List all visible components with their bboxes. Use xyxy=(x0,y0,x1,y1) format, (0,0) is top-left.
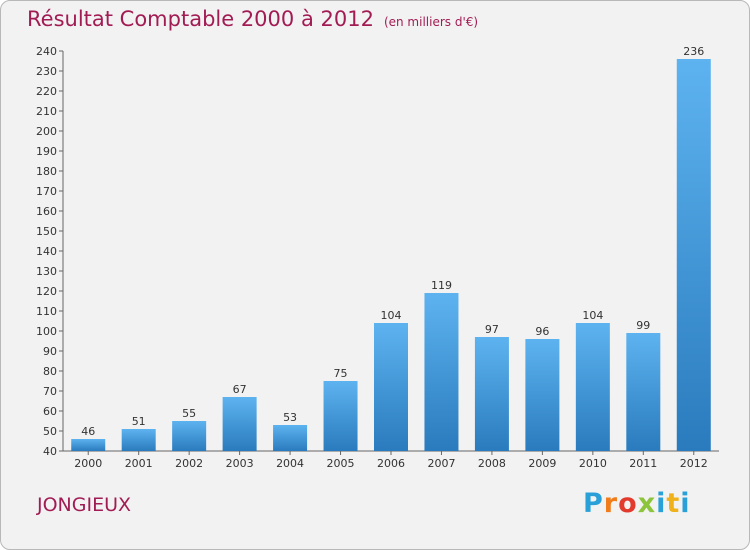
bar-2006 xyxy=(374,323,408,451)
data-label-2008: 97 xyxy=(485,323,499,336)
y-tick-label: 80 xyxy=(43,365,57,378)
y-axis: 40 50 60 70 80 90 100 110 120 130 140 150 160 170 180 1… xyxy=(36,45,64,458)
x-tick-label-2012: 2012 xyxy=(680,457,708,470)
y-tick-label: 210 xyxy=(36,105,57,118)
x-tick-label-2009: 2009 xyxy=(528,457,556,470)
bar-2008 xyxy=(474,337,509,451)
bar-2000 xyxy=(71,439,106,451)
chart-title: Résultat Comptable 2000 à 2012 (en millie… xyxy=(27,7,478,31)
data-label-2003: 67 xyxy=(233,383,247,396)
y-tick-label: 110 xyxy=(36,305,57,318)
y-tick-label: 120 xyxy=(36,285,57,298)
x-tick-label-2007: 2007 xyxy=(427,457,455,470)
chart-title-text: Résultat Comptable 2000 à 2012 xyxy=(27,7,374,31)
commune-name: JONGIEUX xyxy=(37,494,132,516)
y-tick-label: 170 xyxy=(36,185,57,198)
x-tick-label-2001: 2001 xyxy=(125,457,153,470)
x-axis: 2000 2001 2002 2003 2004 2005 2006 2007 2008 2009… xyxy=(63,450,719,470)
bar-2012 xyxy=(676,59,711,451)
data-labels: 46 51 55 67 53 75 104 119 97 96 104 99 236 xyxy=(81,45,704,438)
x-tick-label-2000: 2000 xyxy=(74,457,102,470)
y-tick-label: 70 xyxy=(43,385,57,398)
y-tick-label: 230 xyxy=(36,65,57,78)
y-tick-label: 180 xyxy=(36,165,57,178)
bar-series xyxy=(71,59,711,451)
y-tick-label: 40 xyxy=(43,445,57,458)
data-label-2010: 104 xyxy=(582,309,603,322)
data-label-2005: 75 xyxy=(334,367,348,380)
bar-2003 xyxy=(222,397,257,451)
y-tick-label: 130 xyxy=(36,265,57,278)
data-label-2011: 99 xyxy=(636,319,650,332)
data-label-2000: 46 xyxy=(81,425,95,438)
bar-2001 xyxy=(121,429,156,451)
y-tick-label: 190 xyxy=(36,145,57,158)
x-tick-label-2011: 2011 xyxy=(629,457,657,470)
bar-2004 xyxy=(273,425,308,451)
y-tick-label: 140 xyxy=(36,245,57,258)
bar-2009 xyxy=(525,339,560,451)
bar-2011 xyxy=(626,333,661,451)
x-tick-label-2005: 2005 xyxy=(327,457,355,470)
y-tick-label: 150 xyxy=(36,225,57,238)
data-label-2001: 51 xyxy=(132,415,146,428)
data-label-2009: 96 xyxy=(535,325,549,338)
x-tick-label-2003: 2003 xyxy=(226,457,254,470)
y-tick-label: 220 xyxy=(36,85,57,98)
y-tick-label: 60 xyxy=(43,405,57,418)
y-tick-label: 50 xyxy=(43,425,57,438)
y-tick-label: 100 xyxy=(36,325,57,338)
x-tick-label-2008: 2008 xyxy=(478,457,506,470)
y-tick-label: 200 xyxy=(36,125,57,138)
data-label-2007: 119 xyxy=(431,279,452,292)
y-tick-label: 160 xyxy=(36,205,57,218)
x-tick-label-2010: 2010 xyxy=(579,457,607,470)
bar-2010 xyxy=(575,323,610,451)
x-tick-label-2004: 2004 xyxy=(276,457,304,470)
bar-2007 xyxy=(424,293,459,451)
proxiti-logo: Proxiti xyxy=(583,488,691,519)
data-label-2004: 53 xyxy=(283,411,297,424)
x-tick-label-2002: 2002 xyxy=(175,457,203,470)
bar-2002 xyxy=(172,421,207,451)
data-label-2012: 236 xyxy=(683,45,704,58)
data-label-2006: 104 xyxy=(381,309,402,322)
y-tick-label: 240 xyxy=(36,45,57,58)
y-tick-label: 90 xyxy=(43,345,57,358)
data-label-2002: 55 xyxy=(182,407,196,420)
x-tick-label-2006: 2006 xyxy=(377,457,405,470)
bar-2005 xyxy=(323,381,358,451)
chart-subtitle: (en milliers d'€) xyxy=(383,15,479,29)
